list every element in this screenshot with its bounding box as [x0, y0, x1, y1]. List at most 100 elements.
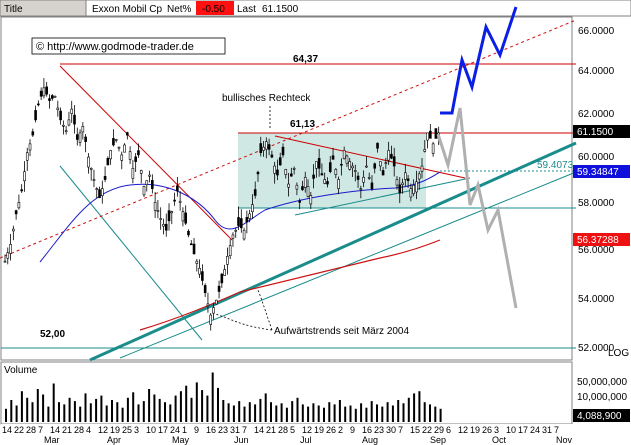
candle-body: [259, 143, 263, 153]
date-axis-months: Mar Apr May Jun Jul Aug Sep Oct Nov: [44, 435, 573, 445]
date-day-label: 12: [302, 425, 312, 435]
volume-bar: [31, 402, 34, 422]
candle-body: [25, 152, 29, 161]
downtrend-line-red: [59, 65, 233, 241]
candle-body: [306, 186, 310, 197]
price-tick: 58.0000: [578, 198, 615, 209]
candle-body: [42, 87, 46, 97]
date-day-label: 25: [122, 425, 132, 435]
date-day-label: 16: [206, 425, 216, 435]
date-day-label: 17: [518, 425, 528, 435]
badge-last-bg: [573, 125, 630, 138]
candle-body: [315, 161, 318, 169]
candle-body: [156, 210, 160, 212]
candle-body: [278, 157, 282, 166]
badge-red-bg: [573, 233, 630, 246]
candle-body: [320, 173, 324, 176]
volume-bar: [227, 403, 230, 422]
date-axis-panel: [1, 424, 631, 445]
candle-body: [187, 230, 190, 236]
candle-body: [381, 170, 385, 176]
candle-body: [117, 146, 121, 149]
volume-bar: [63, 404, 66, 422]
date-day-label: 28: [26, 425, 36, 435]
volume-bar: [439, 408, 442, 422]
candle-body: [109, 150, 112, 160]
candle-body: [265, 141, 268, 150]
candle-body: [198, 268, 201, 275]
volume-bar: [391, 405, 394, 422]
volume-bar: [217, 387, 219, 422]
candle-body: [298, 200, 301, 203]
candle-body: [351, 165, 354, 169]
volume-bar: [185, 385, 188, 422]
volume-bar: [248, 402, 251, 422]
candle-body: [223, 269, 226, 276]
candle-body: [384, 162, 388, 164]
date-day-label: 6: [446, 425, 451, 435]
volume-bar: [222, 400, 225, 422]
volume-current-bg: [573, 409, 630, 422]
volume-bar: [10, 400, 13, 422]
candle-body: [217, 285, 221, 292]
date-month-label: Apr: [107, 435, 121, 445]
price-tick: 56.0000: [578, 245, 615, 256]
candle-body: [395, 179, 399, 186]
price-axis: 66.0000 64.0000 62.0000 60.0000 58.0000 …: [578, 26, 629, 359]
volume-bar: [169, 404, 172, 422]
date-day-label: 19: [470, 425, 480, 435]
volume-bar: [47, 406, 50, 422]
date-day-label: 26: [482, 425, 492, 435]
header-last-label: Last: [237, 4, 256, 15]
candle-body: [348, 161, 352, 170]
candle-body: [203, 285, 207, 294]
volume-bar: [365, 407, 368, 422]
candle-body: [167, 210, 171, 222]
candle-body: [56, 107, 60, 111]
candle-body: [345, 155, 349, 164]
badge-red: 56.37288: [577, 235, 619, 246]
candle-body: [81, 126, 85, 133]
volume-bar: [354, 408, 357, 422]
candle-body: [23, 171, 26, 182]
candle-body: [256, 171, 260, 175]
header-change-label: Net%: [167, 4, 192, 15]
date-day-label: 24: [530, 425, 540, 435]
volume-bar: [381, 406, 384, 422]
date-day-label: 22: [422, 425, 432, 435]
sma-blue-line: [39, 171, 441, 263]
candle-body: [276, 169, 279, 176]
date-day-label: 21: [62, 425, 72, 435]
candle-body: [212, 307, 215, 314]
low-label: 52,00: [40, 329, 65, 340]
candle-body: [159, 218, 162, 220]
volume-bar: [386, 402, 389, 422]
volume-bar: [360, 403, 363, 422]
log-label: LOG: [608, 348, 629, 359]
volume-bars: [5, 372, 442, 422]
candle-body: [326, 181, 329, 185]
volume-bar: [376, 404, 378, 422]
candle-body: [267, 144, 271, 150]
volume-bar: [5, 408, 7, 422]
volume-label: Volume: [4, 365, 38, 376]
candle-body: [3, 260, 7, 263]
date-month-label: Oct: [492, 435, 507, 445]
date-day-label: 9: [194, 425, 199, 435]
candle-body: [434, 128, 438, 139]
badge-blue-bg: [573, 165, 630, 178]
volume-bar: [338, 400, 341, 422]
trend-label: Aufwärtstrends seit März 2004: [274, 326, 409, 337]
candle-body: [162, 224, 165, 227]
candle-body: [342, 150, 346, 159]
candle-body: [78, 132, 82, 143]
candle-body: [359, 188, 363, 190]
candle-body: [231, 234, 235, 239]
badge-last: 61.1500: [577, 127, 614, 138]
candle-body: [178, 200, 182, 203]
date-day-label: 23: [218, 425, 228, 435]
volume-bar: [190, 397, 193, 422]
candle-body: [106, 157, 110, 166]
candle-body: [67, 119, 71, 126]
candle-body: [356, 175, 360, 180]
